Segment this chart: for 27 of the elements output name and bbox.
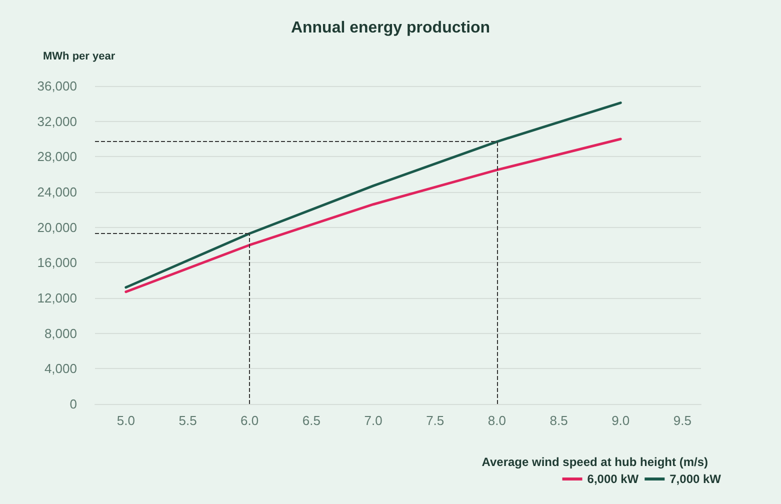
x-tick-label: 9.5	[673, 413, 692, 428]
line-series	[124, 102, 622, 289]
y-tick-label: 16,000	[37, 255, 77, 270]
legend-label: 7,000 kW	[670, 472, 722, 486]
line-series	[124, 138, 622, 294]
x-tick-label: 6.5	[302, 413, 320, 428]
legend-label: 6,000 kW	[587, 472, 640, 486]
y-tick-label: 28,000	[37, 149, 77, 164]
chart-title: Annual energy production	[290, 20, 490, 36]
x-tick-label: 7.5	[426, 413, 444, 428]
x-tick-label: 5.5	[178, 413, 197, 428]
y-tick-label: 0	[70, 396, 77, 412]
x-tick-label: 6.0	[240, 413, 259, 428]
x-tick-label: 9.0	[612, 413, 630, 428]
x-tick-label: 8.0	[488, 413, 506, 428]
x-tick-label: 5.0	[116, 413, 135, 428]
x-axis-title: Average wind speed at hub height (m/s)	[482, 455, 708, 469]
y-tick-label: 32,000	[37, 114, 77, 129]
x-tick-label: 8.5	[550, 413, 568, 428]
y-tick-label: 4,000	[44, 361, 77, 376]
y-tick-label: 24,000	[37, 184, 77, 200]
y-axis-title: MWh per year	[43, 50, 116, 62]
x-tick-label: 7.0	[364, 413, 382, 428]
y-tick-label: 36,000	[37, 78, 77, 94]
y-tick-label: 8,000	[44, 326, 77, 341]
y-tick-label: 20,000	[37, 220, 77, 235]
y-tick-label: 12,000	[37, 290, 77, 306]
